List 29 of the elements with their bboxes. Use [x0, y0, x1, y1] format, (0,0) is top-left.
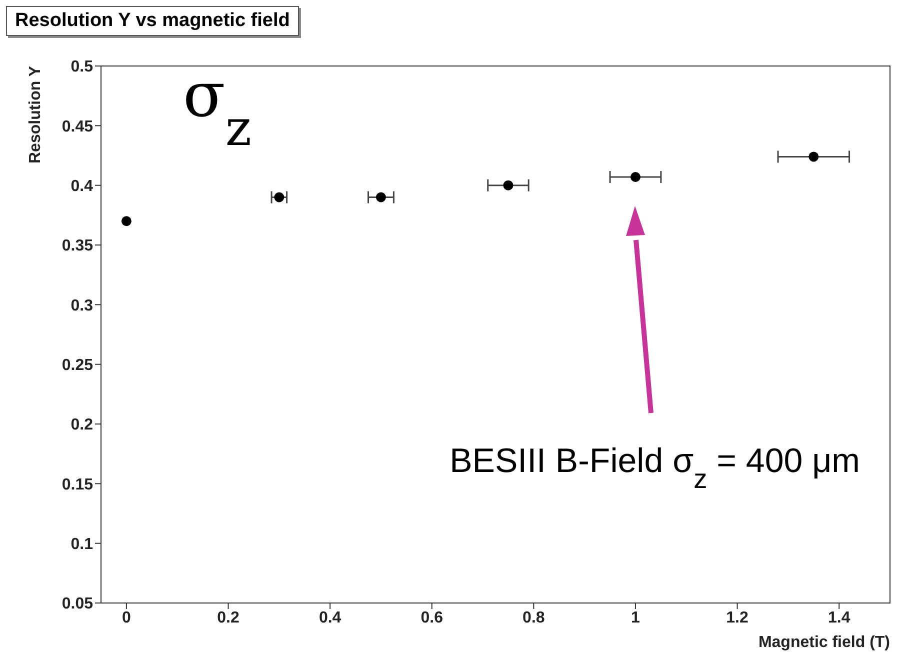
point: [376, 192, 386, 202]
x-tick-label: 0.4: [318, 609, 342, 626]
y-tick-label: 0.4: [70, 178, 94, 196]
x-tick-label: 0.2: [217, 609, 240, 626]
chart-title: Resolution Y vs magnetic field: [6, 6, 299, 36]
x-tick-label: 1.4: [828, 609, 850, 626]
x-tick-label: 1.2: [726, 609, 749, 626]
point: [630, 172, 640, 182]
y-tick-label: 0.15: [62, 476, 94, 494]
y-tick-label: 0.05: [62, 596, 94, 613]
point: [808, 152, 819, 162]
y-tick-label: 0.35: [62, 238, 94, 255]
point: [503, 180, 514, 190]
y-axis-title: Resolution Y: [27, 66, 44, 164]
x-tick-label: 0: [122, 609, 131, 626]
y-tick-label: 0.45: [62, 118, 94, 136]
point: [274, 192, 284, 202]
y-tick-label: 0.25: [62, 357, 94, 374]
x-tick-label: 1: [631, 609, 640, 626]
point: [121, 216, 132, 226]
y-tick-label: 0.1: [70, 536, 94, 554]
x-tick-label: 0.6: [420, 609, 444, 626]
y-tick-label: 0.2: [70, 416, 94, 434]
x-tick-label: 0.8: [522, 609, 545, 626]
annotation: σ$_{z}$: [183, 58, 252, 157]
y-tick-label: 0.5: [70, 58, 94, 76]
y-tick-label: 0.3: [70, 297, 94, 314]
annotation: BESIII B-Field σ$_{z}$ = 400 μm: [450, 442, 860, 494]
x-axis-title: Magnetic field (T): [758, 634, 890, 651]
